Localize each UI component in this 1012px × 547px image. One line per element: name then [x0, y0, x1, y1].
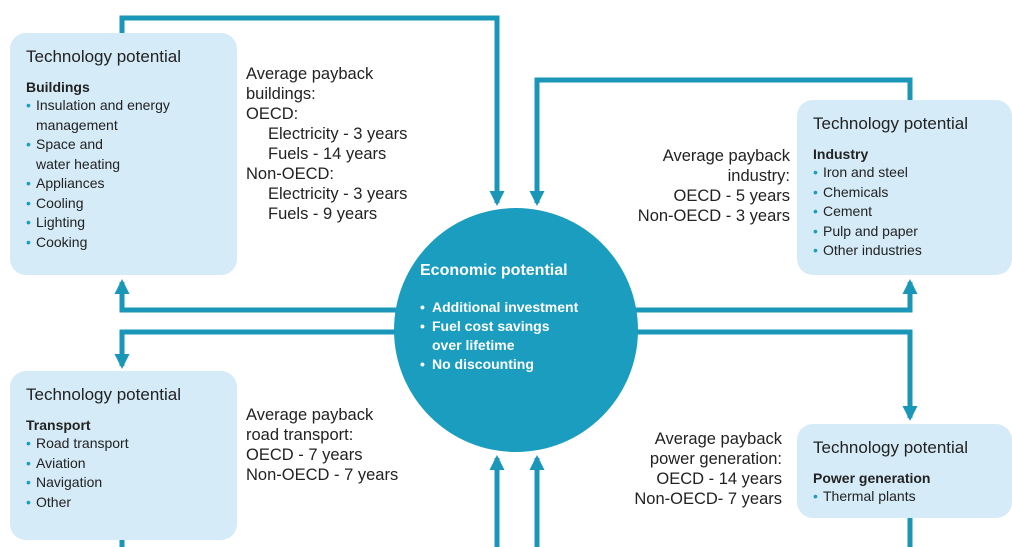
item: Cooling	[26, 194, 237, 214]
item: Pulp and paper	[813, 222, 1012, 242]
item: Road transport	[26, 434, 237, 454]
group-item: Fuels - 14 years	[268, 145, 387, 163]
item: Thermal plants	[813, 487, 1012, 507]
box-title: Technology potential	[813, 438, 969, 457]
item: Cement	[813, 202, 1012, 222]
box-title: Technology potential	[26, 385, 182, 404]
group-label: OECD:	[246, 105, 299, 123]
payback-line: OECD - 7 years	[246, 446, 363, 464]
item: Other industries	[813, 241, 1012, 261]
box: Technology potential BuildingsInsulation …	[10, 33, 237, 275]
arrow	[119, 15, 505, 206]
box: Technology potential TransportRoad transp…	[10, 371, 237, 540]
arrow	[529, 77, 913, 206]
arrow	[114, 279, 400, 313]
payback-line: Non-OECD - 7 years	[246, 466, 399, 484]
item: Aviation	[26, 454, 237, 474]
payback-line: OECD - 14 years	[656, 470, 782, 488]
center-item: Fuel cost savings over lifetime	[420, 317, 578, 355]
payback-text: Average payback road transport: OECD - 7 …	[246, 405, 398, 485]
center-item: No discounting	[420, 355, 578, 374]
box-title: Technology potential	[813, 114, 969, 133]
box: Technology potential Power generationTher…	[797, 424, 1012, 518]
item: Other	[26, 493, 237, 513]
item: Insulation and energy management	[26, 96, 237, 135]
item: Cooking	[26, 233, 237, 253]
payback-title: Average payback road transport:	[246, 406, 374, 444]
payback-text: Average payback power generation: OECD - …	[634, 429, 782, 509]
arrow	[632, 279, 918, 313]
sector: Power generation	[813, 470, 931, 486]
arrow	[114, 329, 400, 369]
payback-title: Average payback power generation:	[649, 430, 782, 468]
group-item: Electricity - 3 years	[268, 185, 408, 203]
item: Navigation	[26, 473, 237, 493]
item: Appliances	[26, 174, 237, 194]
sector: Industry	[813, 146, 869, 162]
item: Chemicals	[813, 183, 1012, 203]
center-title: Economic potential	[420, 262, 568, 279]
item: Iron and steel	[813, 163, 1012, 183]
sector: Buildings	[26, 79, 90, 95]
item: Lighting	[26, 213, 237, 233]
center-text: Economic potential Additional investmentF…	[420, 262, 578, 374]
group-item: Fuels - 9 years	[268, 205, 378, 223]
group-label: Non-OECD:	[246, 165, 335, 183]
payback-text: Average payback buildings: OECD: Electrici…	[246, 64, 407, 224]
arrow	[632, 329, 918, 421]
payback-line: Non-OECD- 7 years	[634, 490, 782, 508]
payback-text: Average payback industry: OECD - 5 years N…	[638, 146, 790, 226]
payback-line: Non-OECD - 3 years	[637, 207, 790, 225]
payback-title: Average payback buildings:	[246, 65, 374, 103]
payback-title: Average payback industry:	[662, 147, 790, 185]
item: Space and water heating	[26, 135, 237, 174]
center-item: Additional investment	[420, 298, 578, 317]
box: Technology potential IndustryIron and ste…	[797, 100, 1012, 275]
sector: Transport	[26, 417, 91, 433]
group-item: Electricity - 3 years	[268, 125, 408, 143]
payback-line: OECD - 5 years	[673, 187, 790, 205]
box-title: Technology potential	[26, 47, 182, 66]
